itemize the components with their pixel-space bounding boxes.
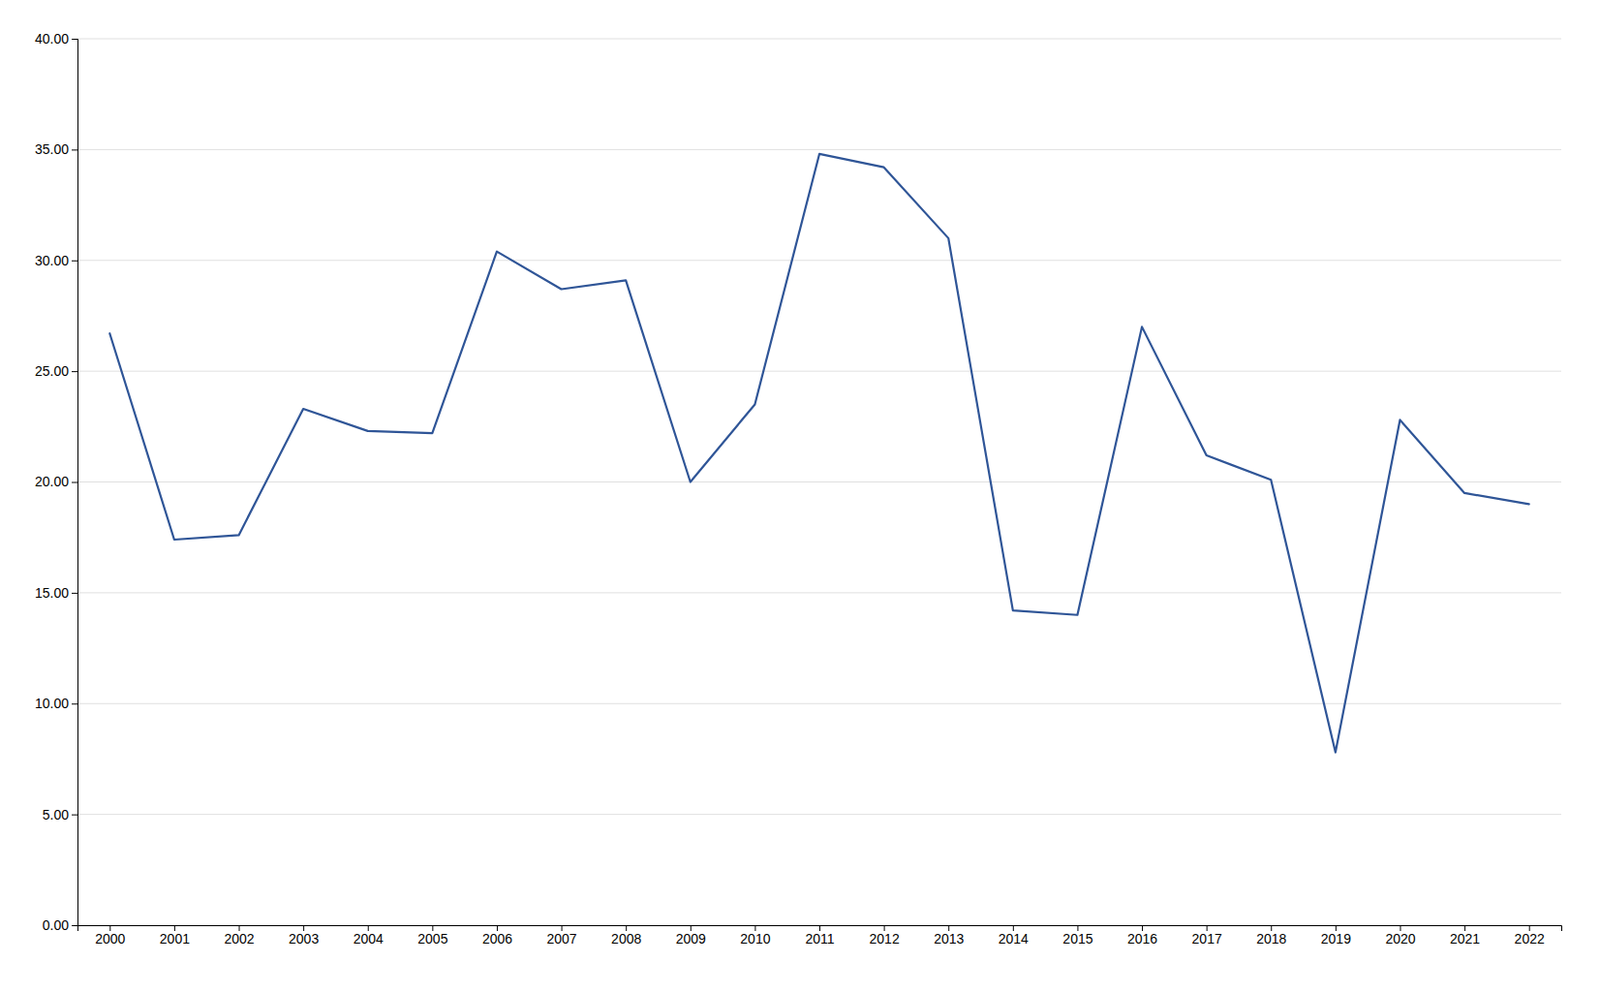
tick-label: 25.00 (34, 363, 69, 379)
tick-label: 2021 (1449, 930, 1480, 947)
x-tick: 2002 (223, 924, 254, 947)
x-tick: 2005 (417, 924, 448, 947)
tick-label: 2013 (933, 930, 964, 947)
y-tick: 20.00 (34, 473, 78, 490)
x-tick: 2009 (676, 924, 707, 947)
y-axis: 0.00 5.00 10.00 15.00 20.00 25.00 30.00 35.00 40… (34, 30, 79, 933)
chart: 2000 2001 2002 2003 2004 2005 2006 2007 2008 2009… (0, 0, 1600, 993)
y-tick: 30.00 (34, 252, 78, 269)
x-tick: 2006 (482, 924, 513, 947)
grid-line (77, 481, 1562, 483)
tick-label: 2004 (353, 930, 384, 947)
grid-line (77, 591, 1562, 593)
tick-label: 0.00 (42, 917, 69, 933)
y-tick: 5.00 (42, 806, 78, 823)
x-tick: 2017 (1192, 924, 1223, 947)
tick-mark (71, 814, 78, 816)
tick-label: 2020 (1384, 930, 1416, 947)
tick-label: 30.00 (34, 252, 69, 269)
tick-label: 5.00 (42, 806, 69, 823)
grid-line (77, 259, 1562, 261)
x-axis: 2000 2001 2002 2003 2004 2005 2006 2007 2008 2009… (78, 924, 1563, 947)
tick-label: 2022 (1514, 930, 1545, 947)
x-tick: 2019 (1321, 924, 1352, 947)
tick-label: 2003 (288, 930, 319, 947)
grid-line (77, 38, 1562, 40)
tick-label: 2017 (1192, 930, 1223, 947)
y-tick: 15.00 (34, 584, 78, 601)
plot: 2000 2001 2002 2003 2004 2005 2006 2007 2008 2009… (34, 30, 1563, 947)
tick-label: 2007 (546, 930, 577, 947)
grid (77, 38, 1562, 925)
axis-line (71, 39, 79, 926)
tick-label: 2002 (223, 930, 254, 947)
x-tick: 2014 (998, 924, 1029, 947)
x-tick: 2018 (1256, 924, 1287, 947)
tick-label: 2006 (482, 930, 513, 947)
x-tick: 2008 (611, 924, 642, 947)
tick-label: 35.00 (34, 141, 69, 157)
y-tick: 25.00 (34, 363, 78, 379)
x-tick: 2000 (94, 924, 125, 947)
x-tick: 2007 (546, 924, 577, 947)
tick-label: 2015 (1062, 930, 1093, 947)
x-tick: 2001 (159, 924, 190, 947)
tick-label: 2000 (94, 930, 125, 947)
tick-label: 2010 (739, 930, 770, 947)
x-tick: 2020 (1384, 924, 1416, 947)
marks (109, 153, 1529, 753)
tick-label: 2011 (804, 930, 834, 947)
tick-mark (71, 149, 78, 151)
tick-label: 15.00 (34, 584, 69, 601)
tick-mark (71, 592, 78, 594)
tick-label: 2019 (1321, 930, 1352, 947)
grid-line (77, 370, 1562, 372)
tick-label: 40.00 (34, 30, 69, 47)
grid-line (77, 813, 1562, 815)
line (109, 153, 1529, 753)
tick-label: 2001 (159, 930, 190, 947)
tick-label: 2018 (1256, 930, 1287, 947)
tick-mark (71, 260, 78, 262)
tick-mark (71, 924, 78, 926)
tick-mark (71, 482, 78, 484)
x-tick: 2012 (869, 924, 900, 947)
grid-line (77, 703, 1562, 705)
tick-mark (71, 370, 78, 372)
x-tick: 2004 (353, 924, 384, 947)
tick-label: 2012 (869, 930, 900, 947)
y-tick: 35.00 (34, 141, 78, 157)
y-tick: 10.00 (34, 695, 78, 711)
x-tick: 2021 (1449, 924, 1480, 947)
x-tick: 2010 (739, 924, 770, 947)
tick-mark (71, 38, 78, 40)
x-tick: 2022 (1514, 924, 1545, 947)
tick-label: 2008 (611, 930, 642, 947)
x-tick: 2013 (933, 924, 964, 947)
x-tick: 2003 (288, 924, 319, 947)
tick-label: 2016 (1127, 930, 1158, 947)
tick-label: 2014 (998, 930, 1029, 947)
x-tick: 2011 (804, 924, 834, 947)
tick-mark (71, 703, 78, 705)
tick-label: 20.00 (34, 473, 69, 490)
grid-line (77, 149, 1562, 151)
y-tick: 0.00 (42, 917, 78, 933)
tick-label: 10.00 (34, 695, 69, 711)
x-tick: 2016 (1127, 924, 1158, 947)
y-tick: 40.00 (34, 30, 78, 47)
x-tick: 2015 (1062, 924, 1093, 947)
tick-label: 2005 (417, 930, 448, 947)
tick-label: 2009 (676, 930, 707, 947)
